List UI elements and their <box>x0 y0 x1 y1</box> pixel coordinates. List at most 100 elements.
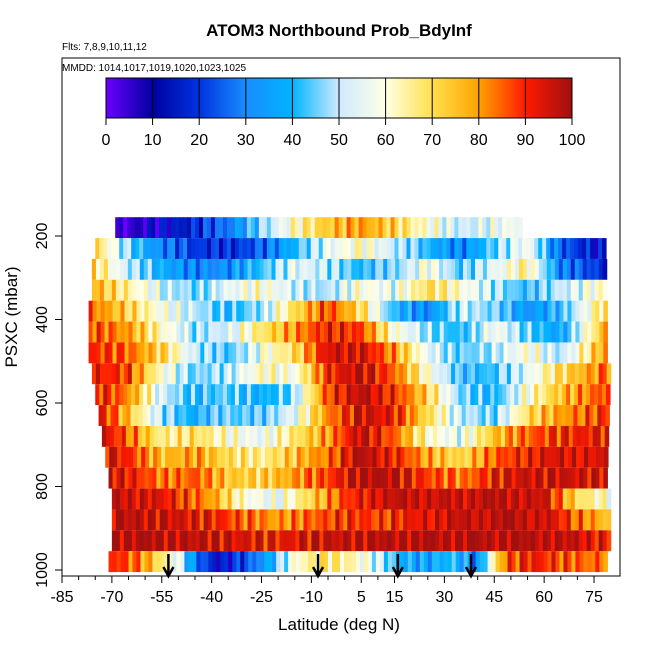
heatmap-cell <box>136 467 142 489</box>
heatmap-cell <box>263 509 269 531</box>
heatmap-cell <box>206 238 212 259</box>
heatmap-cell <box>258 217 264 239</box>
heatmap-cell <box>191 509 197 531</box>
heatmap-cell <box>398 384 404 406</box>
heatmap-cell <box>251 363 257 385</box>
heatmap-cell <box>475 300 481 322</box>
heatmap-cell <box>238 384 244 406</box>
heatmap-cell <box>590 530 596 552</box>
heatmap-cell <box>498 530 504 552</box>
heatmap-cell <box>451 279 456 301</box>
arrow-head <box>464 566 478 579</box>
heatmap-cell <box>599 467 604 489</box>
heatmap-cell <box>291 258 297 280</box>
heatmap-cell <box>455 530 460 552</box>
heatmap-cell <box>361 405 367 426</box>
heatmap-cell <box>311 509 316 531</box>
heatmap-cell <box>371 363 376 385</box>
heatmap-cell <box>278 405 283 426</box>
heatmap-cell <box>155 279 161 301</box>
heatmap-cell <box>226 238 232 259</box>
heatmap-cell <box>339 321 345 343</box>
heatmap-cell <box>308 446 314 468</box>
heatmap-cell <box>153 425 159 447</box>
heatmap-cell <box>383 488 388 510</box>
heatmap-cell <box>443 342 449 364</box>
heatmap-cell <box>284 300 289 322</box>
heatmap-cell <box>227 258 233 280</box>
heatmap-cell <box>167 509 173 531</box>
heatmap-cell <box>186 405 191 426</box>
heatmap-cell <box>327 279 332 301</box>
heatmap-cell <box>212 321 217 343</box>
heatmap-cell <box>196 342 201 364</box>
heatmap-cell <box>582 509 588 531</box>
heatmap-cell <box>300 446 306 468</box>
heatmap-cell <box>271 509 277 531</box>
heatmap-cell <box>336 342 341 364</box>
heatmap-cell <box>558 530 564 552</box>
heatmap-cell <box>111 363 117 385</box>
heatmap-cell <box>262 405 267 426</box>
heatmap-cell <box>163 279 169 301</box>
heatmap-cell <box>434 238 440 259</box>
heatmap-cell <box>149 425 155 447</box>
heatmap-cell <box>375 279 380 301</box>
heatmap-cell <box>574 238 579 259</box>
heatmap-cell <box>157 425 163 447</box>
heatmap-cell <box>478 238 483 259</box>
heatmap-cell <box>508 446 513 468</box>
heatmap-cell <box>383 530 388 552</box>
heatmap-cell <box>391 488 396 510</box>
heatmap-cell <box>590 363 596 385</box>
heatmap-cell <box>448 446 453 468</box>
heatmap-cell <box>603 551 608 573</box>
heatmap-cell <box>419 300 425 322</box>
heatmap-cell <box>331 363 336 385</box>
heatmap-cell <box>283 363 289 385</box>
heatmap-cell <box>472 425 478 447</box>
heatmap-cell <box>387 279 392 301</box>
heatmap-cell <box>542 258 548 280</box>
x-axis: -85 -70 -55 -40 -25 -10 5 15 30 45 60 75 <box>50 575 603 606</box>
heatmap-cell <box>193 446 198 468</box>
heatmap-cell <box>457 425 462 447</box>
heatmap-cell <box>423 467 429 489</box>
heatmap-cell <box>399 342 405 364</box>
heatmap-cell <box>285 425 291 447</box>
heatmap-cell <box>228 321 233 343</box>
heatmap-cell <box>367 342 373 364</box>
heatmap-cell <box>423 551 429 573</box>
heatmap-cell <box>137 446 142 468</box>
heatmap-cell <box>153 446 158 468</box>
heatmap-cell <box>270 217 276 239</box>
heatmap-cell <box>148 551 154 573</box>
heatmap-cell <box>287 279 293 301</box>
heatmap-cell <box>208 446 214 468</box>
heatmap-cell <box>274 405 279 426</box>
heatmap-cell <box>411 467 417 489</box>
heatmap-cell <box>268 467 273 489</box>
heatmap-cell <box>155 509 161 531</box>
heatmap-cell <box>511 551 517 573</box>
heatmap-cell <box>439 279 444 301</box>
heatmap-cell <box>399 467 405 489</box>
heatmap-row <box>105 446 609 468</box>
heatmap-cell <box>471 321 477 343</box>
heatmap-cell <box>240 342 245 364</box>
heatmap-cell <box>184 467 189 489</box>
heatmap-cell <box>312 321 317 343</box>
heatmap-cell <box>363 530 368 552</box>
heatmap-cell <box>419 258 424 280</box>
heatmap-cell <box>487 467 493 489</box>
heatmap-cell <box>427 342 433 364</box>
heatmap-cell <box>158 405 164 426</box>
heatmap-cell <box>251 258 257 280</box>
heatmap-cell <box>406 384 412 406</box>
heatmap-cell <box>562 363 568 385</box>
heatmap-cell <box>172 300 177 322</box>
heatmap-cell <box>503 321 509 343</box>
heatmap-cell <box>451 300 457 322</box>
heatmap-cell <box>500 425 506 447</box>
heatmap-cell <box>130 405 136 426</box>
